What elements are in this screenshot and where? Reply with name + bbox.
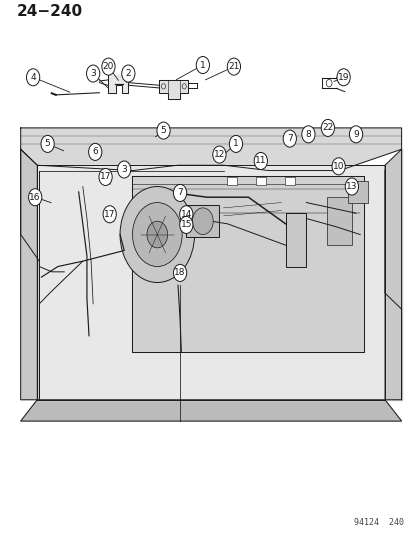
Circle shape	[132, 203, 182, 266]
Bar	[226, 177, 236, 185]
Circle shape	[179, 206, 192, 223]
Circle shape	[28, 189, 42, 206]
Text: 16: 16	[29, 193, 41, 201]
Polygon shape	[159, 80, 188, 99]
Circle shape	[41, 135, 54, 152]
Circle shape	[102, 58, 115, 75]
Text: 15: 15	[180, 221, 192, 229]
Polygon shape	[107, 75, 128, 93]
Circle shape	[212, 146, 225, 163]
Text: 14: 14	[180, 210, 192, 219]
Text: 24−240: 24−240	[17, 4, 83, 19]
Circle shape	[227, 58, 240, 75]
Circle shape	[117, 161, 131, 178]
Circle shape	[192, 208, 213, 235]
Text: 11: 11	[254, 157, 266, 165]
Text: 12: 12	[213, 150, 225, 159]
Circle shape	[179, 216, 192, 233]
Circle shape	[147, 221, 167, 248]
Polygon shape	[21, 128, 401, 171]
Circle shape	[336, 69, 349, 86]
Text: 20: 20	[102, 62, 114, 71]
Polygon shape	[21, 149, 37, 400]
Circle shape	[229, 135, 242, 152]
Text: 7: 7	[177, 189, 183, 197]
Circle shape	[254, 152, 267, 169]
Circle shape	[196, 56, 209, 74]
Bar	[284, 177, 294, 185]
Text: 22: 22	[321, 124, 333, 132]
Polygon shape	[384, 149, 401, 400]
Polygon shape	[21, 400, 401, 421]
Text: 7: 7	[286, 134, 292, 143]
Text: 94124  240: 94124 240	[353, 518, 403, 527]
Text: 17: 17	[104, 210, 115, 219]
Circle shape	[331, 158, 344, 175]
Text: 19: 19	[337, 73, 349, 82]
Text: 5: 5	[45, 140, 50, 148]
Circle shape	[26, 69, 40, 86]
Circle shape	[325, 79, 331, 87]
Bar	[285, 213, 306, 266]
Text: 10: 10	[332, 162, 344, 171]
Circle shape	[121, 65, 135, 82]
Bar	[326, 197, 351, 245]
Text: 4: 4	[30, 73, 36, 82]
Text: 18: 18	[174, 269, 185, 277]
Circle shape	[282, 130, 296, 147]
Text: 2: 2	[125, 69, 131, 78]
Text: 1: 1	[199, 61, 205, 69]
Text: 9: 9	[352, 130, 358, 139]
Circle shape	[103, 206, 116, 223]
Text: 3: 3	[90, 69, 96, 78]
Circle shape	[173, 264, 186, 281]
Text: 13: 13	[345, 182, 357, 191]
Circle shape	[173, 184, 186, 201]
Text: 3: 3	[121, 165, 127, 174]
Circle shape	[99, 168, 112, 185]
Text: 17: 17	[100, 173, 111, 181]
Text: 8: 8	[305, 130, 311, 139]
Circle shape	[344, 178, 358, 195]
Text: 6: 6	[92, 148, 98, 156]
Circle shape	[120, 187, 194, 282]
Bar	[255, 177, 265, 185]
Circle shape	[157, 122, 170, 139]
Polygon shape	[132, 176, 363, 352]
Circle shape	[349, 126, 362, 143]
Text: 5: 5	[160, 126, 166, 135]
Text: 1: 1	[233, 140, 238, 148]
Circle shape	[86, 65, 100, 82]
Bar	[186, 205, 219, 237]
Circle shape	[320, 119, 334, 136]
Circle shape	[301, 126, 314, 143]
Text: 21: 21	[228, 62, 239, 71]
Circle shape	[88, 143, 102, 160]
Polygon shape	[37, 165, 384, 400]
Bar	[347, 181, 368, 203]
